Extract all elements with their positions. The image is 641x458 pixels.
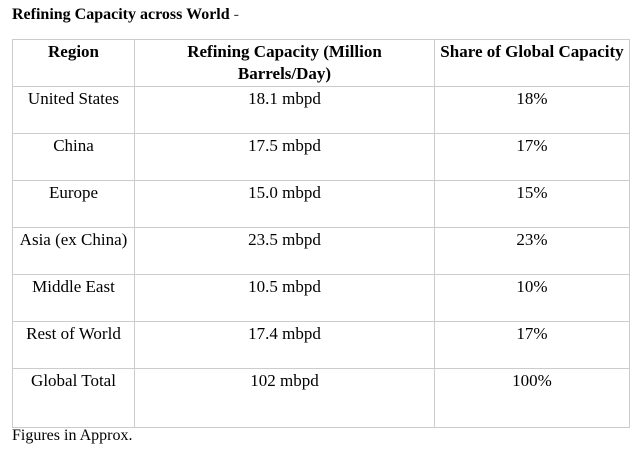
table-row: United States 18.1 mbpd 18%	[12, 86, 630, 134]
cell-region: Asia (ex China)	[12, 227, 135, 275]
cell-capacity: 17.5 mbpd	[134, 133, 435, 181]
document-title: Refining Capacity across World -	[12, 5, 239, 25]
footnote: Figures in Approx.	[12, 427, 133, 444]
cell-share: 23%	[434, 227, 630, 275]
header-region: Region	[12, 39, 135, 87]
cell-region: Global Total	[12, 368, 135, 428]
table-header-row: Region Refining Capacity (Million Barrel…	[12, 39, 630, 87]
cell-capacity: 102 mbpd	[134, 368, 435, 428]
cell-share: 17%	[434, 133, 630, 181]
cell-capacity: 15.0 mbpd	[134, 180, 435, 228]
cell-region: United States	[12, 86, 135, 134]
cell-share: 17%	[434, 321, 630, 369]
title-suffix: -	[229, 6, 239, 23]
title-text: Refining Capacity across World	[12, 6, 230, 23]
cell-share: 100%	[434, 368, 630, 428]
table-row: Rest of World 17.4 mbpd 17%	[12, 321, 630, 369]
cell-share: 10%	[434, 274, 630, 322]
table-row: China 17.5 mbpd 17%	[12, 133, 630, 181]
header-share: Share of Global Capacity	[434, 39, 630, 87]
cell-region: China	[12, 133, 135, 181]
table-row: Europe 15.0 mbpd 15%	[12, 180, 630, 228]
cell-capacity: 17.4 mbpd	[134, 321, 435, 369]
header-refining-capacity: Refining Capacity (Million Barrels/Day)	[134, 39, 435, 87]
cell-region: Middle East	[12, 274, 135, 322]
cell-region: Europe	[12, 180, 135, 228]
cell-capacity: 23.5 mbpd	[134, 227, 435, 275]
refining-capacity-table: Region Refining Capacity (Million Barrel…	[12, 39, 630, 428]
cell-share: 15%	[434, 180, 630, 228]
cell-share: 18%	[434, 86, 630, 134]
cell-capacity: 18.1 mbpd	[134, 86, 435, 134]
table-row-total: Global Total 102 mbpd 100%	[12, 368, 630, 428]
table-row: Middle East 10.5 mbpd 10%	[12, 274, 630, 322]
cell-capacity: 10.5 mbpd	[134, 274, 435, 322]
cell-region: Rest of World	[12, 321, 135, 369]
table-row: Asia (ex China) 23.5 mbpd 23%	[12, 227, 630, 275]
